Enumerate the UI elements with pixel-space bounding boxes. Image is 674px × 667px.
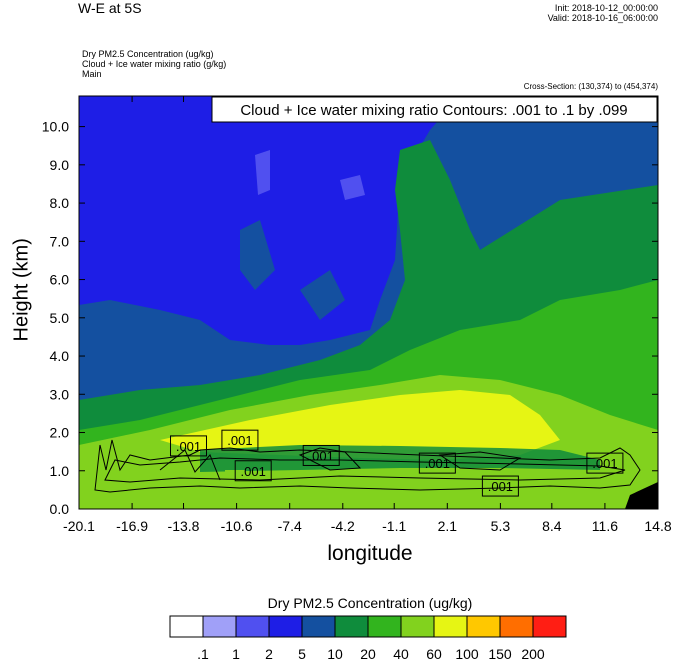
x-tick-label: -4.2	[331, 518, 355, 534]
level-10-pocket	[240, 220, 275, 290]
contour-label-box	[481, 475, 519, 497]
colorbar-swatch	[367, 615, 402, 638]
contour-label: .001	[309, 448, 334, 463]
colorbar-level-label: 150	[488, 646, 512, 662]
contour-label-box	[302, 444, 340, 466]
colorbar-level-label: 2	[265, 646, 273, 662]
contour-label: .001	[488, 479, 513, 494]
contour-label-box	[418, 452, 456, 474]
level-100-region	[160, 390, 560, 460]
colorbar-swatch	[202, 615, 237, 638]
surface-patch-b	[255, 478, 285, 509]
contour-label: .001	[176, 439, 201, 454]
colorbar-level-label: 20	[360, 646, 376, 662]
colorbar-swatch	[466, 615, 501, 638]
y-tick-label: 5.0	[50, 310, 70, 326]
contour-label: .001	[241, 464, 266, 479]
contour-labels: .001 .001 .001 .001 .001 .001 .001	[169, 429, 624, 497]
x-tick-label: 8.4	[542, 518, 562, 534]
y-tick-label: 0.0	[50, 501, 70, 517]
field-list: Dry PM2.5 Concentration (ug/kg) Cloud + …	[82, 49, 226, 79]
x-tick-label: 14.8	[644, 518, 671, 534]
y-tick-label: 6.0	[50, 272, 70, 288]
y-tick-label: 2.0	[50, 425, 70, 441]
level-10-pocket-b	[300, 270, 345, 320]
colorbar-swatch	[169, 615, 204, 638]
x-tick-label: -13.8	[168, 518, 200, 534]
y-tick-label: 7.0	[50, 233, 70, 249]
level-2-region-b	[340, 175, 365, 200]
colorbar-level-label: 100	[455, 646, 479, 662]
cloud-contours	[94, 439, 641, 493]
x-axis-label: longitude	[327, 542, 413, 565]
plot-title: W-E at 5S	[78, 0, 142, 16]
x-axis: -20.1 -16.9 -13.8 -10.6 -7.4 -4.2 -1.1 2.1 5.3 8.…	[63, 96, 672, 534]
y-tick-label: 1.0	[50, 463, 70, 479]
level-2-region	[255, 150, 270, 195]
colorbar-level-label: 40	[393, 646, 409, 662]
colorbar-swatch	[499, 615, 534, 638]
colorbar-swatch	[532, 615, 567, 638]
x-tick-label: -7.4	[278, 518, 302, 534]
x-tick-label: 11.6	[592, 518, 618, 534]
x-tick-label: 2.1	[438, 518, 458, 534]
contour-label-box	[234, 460, 272, 482]
init-time: Init: 2018-10-12_00:00:00	[554, 3, 658, 13]
x-tick-label: 5.3	[491, 518, 511, 534]
colorbar-level-label: 60	[426, 646, 442, 662]
y-axis: 0.0 1.0 2.0 3.0 4.0 5.0 6.0 7.0 8.0 9.0 10.0	[42, 119, 658, 517]
contour-label: .001	[227, 433, 252, 448]
y-tick-label: 10.0	[42, 119, 69, 135]
colorbar-level-label: 200	[521, 646, 545, 662]
colorbar-swatch	[433, 615, 468, 638]
y-tick-label: 9.0	[50, 157, 70, 173]
y-tick-label: 4.0	[50, 348, 70, 364]
colorbar-level-label: .1	[197, 646, 209, 662]
contour-label-box	[586, 452, 624, 474]
contour-label-box	[221, 429, 259, 451]
contour-label: .001	[592, 456, 617, 471]
valid-time: Valid: 2018-10-16_06:00:00	[547, 13, 658, 23]
colorbar-swatch	[334, 615, 369, 638]
colorbar-swatch	[301, 615, 336, 638]
low-level-band	[200, 445, 600, 472]
colorbar-level-label: 1	[232, 646, 240, 662]
x-tick-label: -1.1	[382, 518, 406, 534]
overlay-title: Cloud + Ice water mixing ratio Contours:…	[240, 102, 627, 119]
y-tick-label: 8.0	[50, 195, 70, 211]
level-5-region	[79, 96, 460, 345]
terrain	[625, 482, 658, 509]
y-tick-label: 3.0	[50, 386, 70, 402]
contour-label-box	[169, 435, 207, 457]
colorbar-level-label: 10	[327, 646, 343, 662]
field-pm25: Dry PM2.5 Concentration (ug/kg)	[82, 49, 214, 59]
field-main: Main	[82, 69, 102, 79]
x-tick-label: -16.9	[116, 518, 148, 534]
colorbar-swatch	[268, 615, 303, 638]
colorbar-level-label: 5	[298, 646, 306, 662]
x-tick-label: -10.6	[221, 518, 253, 534]
cross-section-label: Cross-Section: (130,374) to (454,374)	[523, 82, 658, 91]
concentration-field	[79, 96, 658, 509]
overlay-title-box: Cloud + Ice water mixing ratio Contours:…	[211, 96, 658, 123]
x-tick-label: -20.1	[63, 518, 95, 534]
field-cloud: Cloud + Ice water mixing ratio (g/kg)	[82, 59, 227, 69]
colorbar-title: Dry PM2.5 Concentration (ug/kg)	[267, 595, 473, 611]
colorbar-swatch	[400, 615, 435, 638]
colorbar-swatch	[235, 615, 270, 638]
contour-label: .001	[425, 456, 450, 471]
plot-frame	[78, 95, 659, 510]
